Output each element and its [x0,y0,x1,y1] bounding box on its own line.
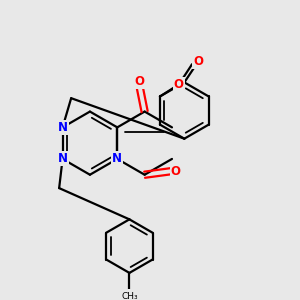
Text: N: N [58,121,68,134]
Text: N: N [58,152,68,165]
Text: O: O [174,78,184,91]
Text: CH₃: CH₃ [121,292,138,300]
Text: O: O [170,165,181,178]
Text: N: N [112,152,122,165]
Text: O: O [134,75,145,88]
Text: O: O [193,55,203,68]
